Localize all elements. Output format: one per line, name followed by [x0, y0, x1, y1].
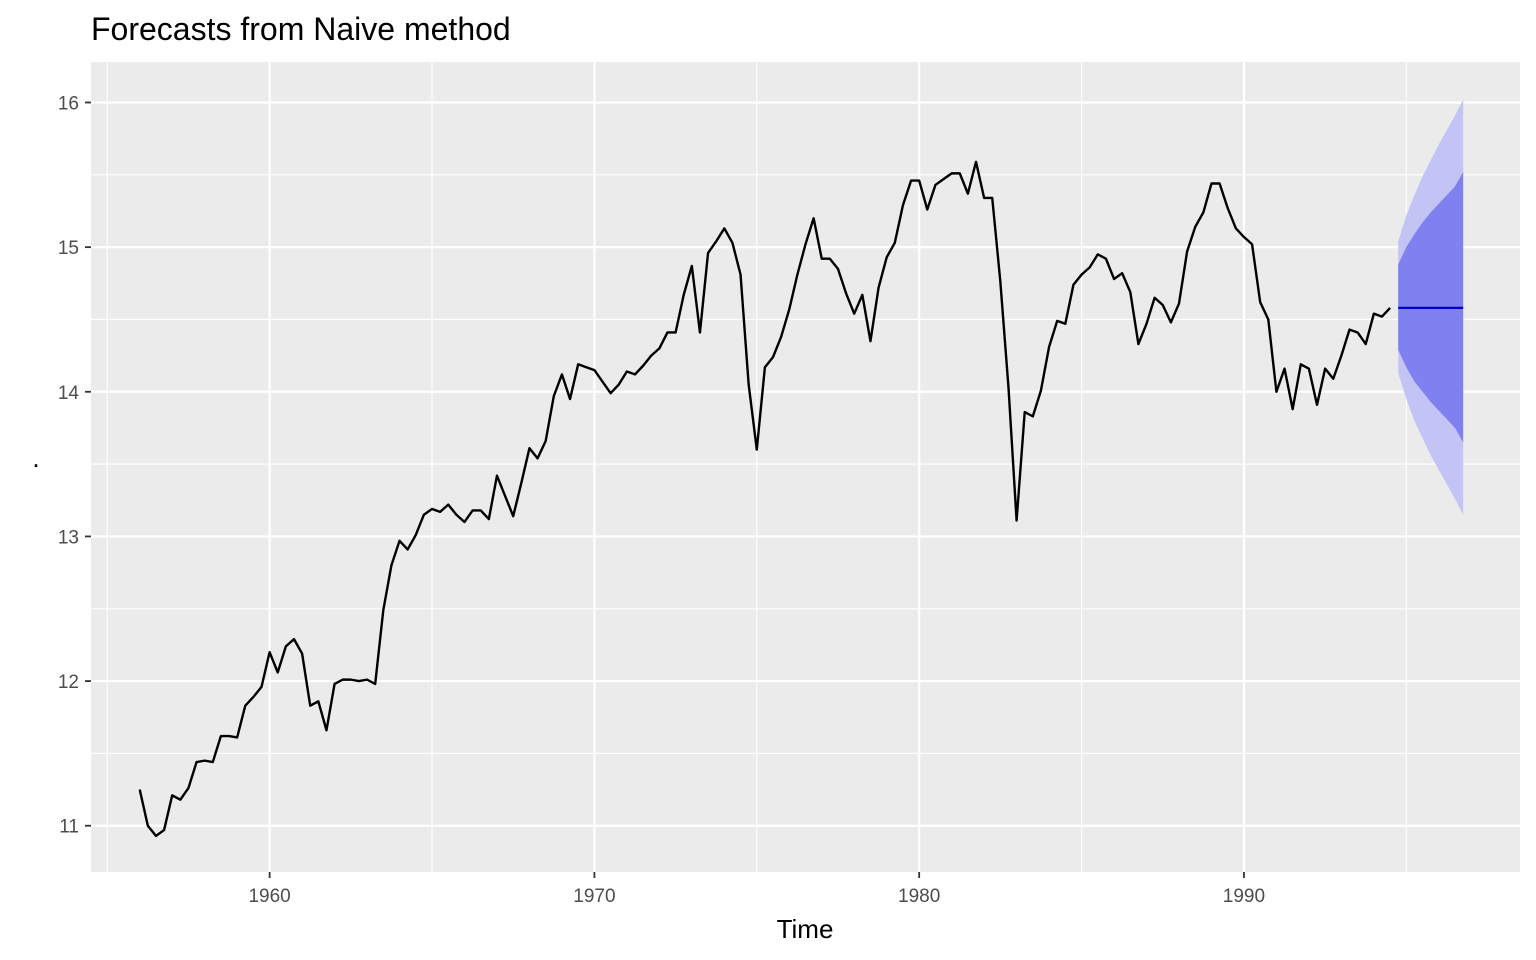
grid-minor [91, 62, 1520, 872]
y-tick-label: 15 [58, 238, 79, 259]
y-tick-label: 13 [58, 527, 79, 548]
x-tick-label: 1960 [248, 886, 290, 907]
y-tick-label: 11 [59, 817, 79, 838]
chart-title: Forecasts from Naive method [91, 11, 511, 47]
x-axis: 1960 1970 1980 1990 [248, 872, 1265, 907]
x-tick-label: 1990 [1223, 886, 1265, 907]
y-tick-label: 16 [58, 94, 79, 115]
x-axis-title: Time [777, 914, 834, 944]
plot-panel [91, 62, 1520, 872]
y-axis: 11 12 13 14 15 16 [58, 94, 91, 838]
y-axis-title: . [32, 443, 39, 473]
y-tick-label: 12 [58, 672, 79, 693]
x-tick-label: 1970 [573, 886, 615, 907]
series-lines [138, 160, 1464, 838]
y-tick-label: 14 [58, 383, 80, 404]
series-history [138, 160, 1391, 838]
x-tick-label: 1980 [898, 886, 940, 907]
